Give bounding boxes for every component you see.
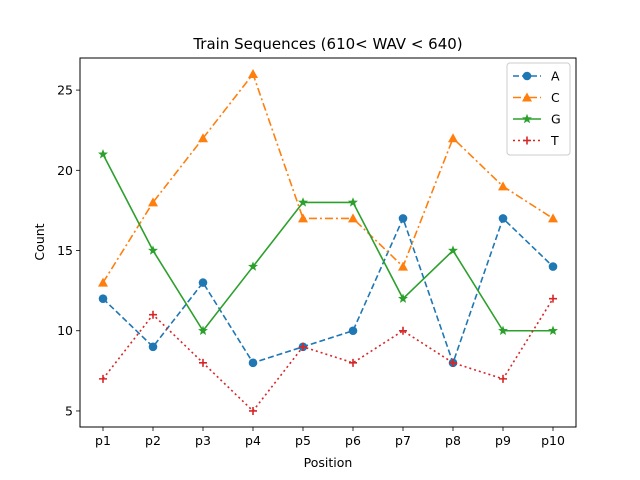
- series-T: [99, 294, 557, 415]
- data-point-T-p2: [149, 310, 157, 319]
- chart-title: Train Sequences (610< WAV < 640): [192, 35, 462, 53]
- plot-area: [98, 69, 558, 415]
- data-point-C-p3: [198, 133, 208, 143]
- data-point-T-p4: [249, 406, 257, 415]
- legend-marker: [522, 71, 532, 81]
- legend-item-C: C: [513, 90, 560, 105]
- x-axis-label: Position: [304, 455, 353, 470]
- data-point-C-p5: [298, 213, 308, 223]
- data-point-T-p3: [199, 358, 207, 367]
- x-tick-label: p9: [495, 433, 511, 448]
- data-point-T-p6: [349, 358, 357, 367]
- data-point-G-p5: [298, 197, 308, 207]
- x-tick-label: p5: [295, 433, 311, 448]
- data-point-A-p1: [98, 294, 108, 303]
- data-point-G-p9: [498, 325, 508, 335]
- data-point-G-p6: [348, 197, 358, 207]
- series-line-T: [102, 298, 554, 413]
- data-point-A-p2: [148, 342, 158, 352]
- data-point-G-p4: [248, 261, 258, 271]
- data-point-A-p9: [498, 214, 508, 223]
- x-tick-label: p2: [145, 433, 161, 448]
- data-point-T-p9: [499, 374, 507, 383]
- legend-label: C: [551, 90, 560, 105]
- data-point-G-p10: [548, 325, 558, 335]
- axis-ticks: p1 p2 p3 p4 p5 p6 p7 p8 p9 p10 5 10 15 20 25: [57, 83, 565, 448]
- data-point-A-p3: [198, 278, 208, 287]
- legend-label: G: [551, 112, 561, 127]
- data-point-T-p10: [549, 294, 557, 303]
- data-point-G-p1: [98, 149, 108, 159]
- y-tick-label: 25: [57, 83, 73, 98]
- data-point-C-p2: [148, 197, 158, 207]
- y-tick-label: 20: [57, 163, 73, 178]
- data-point-C-p8: [448, 133, 458, 143]
- series-line-C: [102, 72, 554, 284]
- data-point-T-p1: [99, 374, 107, 383]
- legend-item-G: G: [513, 112, 561, 127]
- legend-box: [506, 62, 571, 156]
- data-point-C-p4: [248, 69, 258, 79]
- data-point-A-p10: [548, 262, 558, 271]
- x-tick-label: p6: [345, 433, 361, 448]
- data-point-C-p7: [398, 261, 408, 271]
- legend-label: A: [551, 69, 560, 84]
- y-tick-label: 5: [65, 403, 73, 418]
- x-tick-label: p3: [195, 433, 211, 448]
- data-point-G-p7: [398, 293, 408, 303]
- data-point-A-p6: [348, 326, 358, 336]
- data-point-T-p7: [399, 326, 407, 335]
- data-point-G-p3: [198, 325, 208, 335]
- data-point-C-p10: [548, 213, 558, 223]
- data-point-T-p5: [299, 342, 307, 351]
- series-line-G: [102, 153, 553, 333]
- data-point-A-p4: [248, 358, 258, 368]
- x-tick-label: p10: [541, 433, 565, 448]
- series-G: [98, 149, 558, 335]
- legend-item-T: T: [513, 133, 559, 148]
- series-C: [98, 69, 558, 287]
- data-point-T-p8: [449, 358, 457, 367]
- x-tick-label: p4: [245, 433, 261, 448]
- data-point-A-p7: [398, 214, 408, 223]
- plot-frame: [79, 57, 577, 428]
- legend-item-A: A: [513, 69, 560, 84]
- x-tick-label: p8: [445, 433, 461, 448]
- legend-label: T: [550, 133, 559, 148]
- legend-marker: [523, 136, 531, 145]
- y-tick-label: 15: [57, 243, 73, 258]
- data-point-G-p8: [448, 245, 458, 255]
- x-tick-label: p1: [95, 433, 111, 448]
- x-tick-label: p7: [395, 433, 411, 448]
- legend-marker: [522, 92, 532, 102]
- y-axis-label: Count: [32, 223, 47, 260]
- data-point-C-p9: [498, 181, 508, 191]
- data-point-C-p1: [98, 277, 108, 287]
- data-point-C-p6: [348, 213, 358, 223]
- legend-marker: [522, 113, 532, 124]
- data-point-G-p2: [148, 245, 158, 255]
- y-tick-label: 10: [57, 323, 73, 338]
